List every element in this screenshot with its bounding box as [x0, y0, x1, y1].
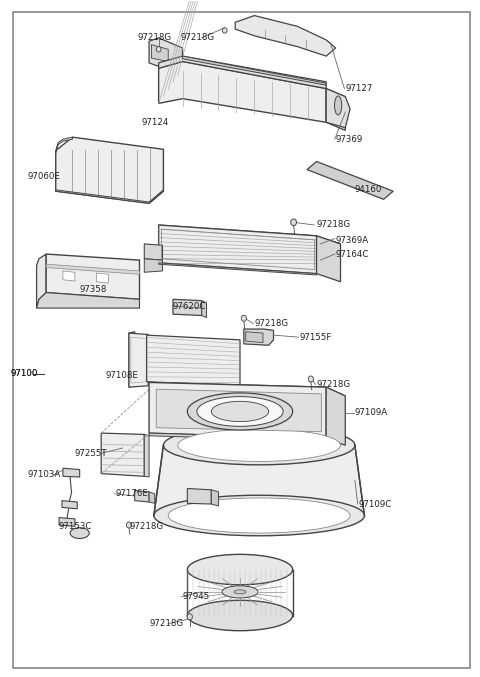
Polygon shape [101, 433, 144, 477]
Ellipse shape [197, 397, 283, 427]
Text: 97369: 97369 [336, 135, 363, 144]
Polygon shape [154, 445, 364, 515]
Text: 97369A: 97369A [336, 236, 369, 245]
Polygon shape [158, 62, 326, 123]
Polygon shape [96, 273, 108, 283]
Polygon shape [307, 162, 393, 199]
Polygon shape [202, 301, 206, 318]
Text: 97109A: 97109A [355, 408, 388, 417]
Text: 97255T: 97255T [75, 449, 108, 458]
Ellipse shape [241, 315, 246, 322]
Text: 97218G: 97218G [130, 522, 164, 531]
Polygon shape [246, 332, 263, 343]
Text: 97153C: 97153C [58, 522, 92, 531]
Ellipse shape [187, 554, 293, 585]
Text: 97108E: 97108E [106, 371, 139, 380]
Polygon shape [63, 468, 80, 477]
Ellipse shape [156, 47, 161, 52]
Polygon shape [62, 501, 77, 508]
Polygon shape [152, 45, 168, 62]
Text: 97620C: 97620C [173, 301, 206, 311]
Text: 97155F: 97155F [300, 332, 332, 342]
Ellipse shape [222, 586, 258, 598]
Ellipse shape [178, 429, 340, 462]
Polygon shape [36, 254, 46, 308]
Text: 97945: 97945 [182, 592, 210, 601]
Polygon shape [135, 491, 149, 502]
Polygon shape [129, 333, 148, 387]
Polygon shape [56, 137, 163, 203]
Ellipse shape [154, 496, 364, 536]
Text: 97218G: 97218G [254, 319, 288, 328]
Text: 97060E: 97060E [27, 172, 60, 181]
Polygon shape [129, 332, 135, 387]
Polygon shape [182, 56, 326, 85]
Polygon shape [56, 190, 163, 203]
Polygon shape [156, 389, 322, 432]
Text: 97218G: 97218G [180, 33, 214, 43]
Polygon shape [144, 435, 149, 477]
Polygon shape [211, 490, 218, 506]
Polygon shape [244, 329, 274, 345]
Polygon shape [149, 383, 345, 396]
Ellipse shape [291, 219, 297, 225]
Polygon shape [149, 38, 182, 72]
Ellipse shape [187, 614, 192, 620]
Ellipse shape [335, 96, 342, 115]
Ellipse shape [187, 600, 293, 631]
Polygon shape [158, 56, 326, 89]
Text: 94160: 94160 [355, 185, 382, 194]
Ellipse shape [126, 522, 132, 528]
Ellipse shape [168, 498, 350, 533]
Polygon shape [144, 259, 162, 272]
Polygon shape [149, 492, 155, 503]
Polygon shape [158, 225, 340, 244]
Polygon shape [46, 264, 140, 274]
Ellipse shape [308, 376, 313, 382]
Text: 97358: 97358 [80, 286, 107, 294]
Text: 97218G: 97218G [317, 221, 351, 230]
Polygon shape [63, 271, 75, 281]
Text: 97103A: 97103A [27, 471, 60, 479]
Polygon shape [36, 292, 140, 308]
Polygon shape [317, 236, 340, 282]
Text: 97127: 97127 [345, 84, 372, 93]
Ellipse shape [211, 401, 269, 422]
Polygon shape [158, 225, 317, 274]
Polygon shape [149, 383, 326, 439]
Polygon shape [147, 335, 240, 386]
Text: 97218G: 97218G [317, 380, 351, 389]
Ellipse shape [234, 590, 246, 594]
Polygon shape [158, 263, 317, 275]
Polygon shape [59, 517, 75, 526]
Ellipse shape [187, 393, 293, 430]
Polygon shape [149, 433, 326, 441]
Text: 97100: 97100 [10, 369, 37, 378]
Polygon shape [144, 244, 162, 260]
Polygon shape [173, 299, 202, 315]
Polygon shape [56, 137, 72, 153]
Ellipse shape [70, 527, 89, 538]
Text: 97109C: 97109C [359, 500, 392, 508]
Polygon shape [326, 89, 350, 128]
Text: 97164C: 97164C [336, 250, 369, 259]
Ellipse shape [163, 426, 355, 465]
Text: 97176E: 97176E [116, 489, 148, 498]
Polygon shape [46, 254, 140, 299]
Polygon shape [187, 489, 211, 504]
Text: 97218G: 97218G [149, 619, 183, 628]
Text: 97124: 97124 [142, 118, 169, 127]
Polygon shape [326, 89, 345, 131]
Polygon shape [326, 387, 345, 445]
Text: 97218G: 97218G [137, 33, 171, 43]
Text: 97100: 97100 [10, 369, 37, 378]
Ellipse shape [222, 28, 227, 33]
Polygon shape [235, 16, 336, 56]
